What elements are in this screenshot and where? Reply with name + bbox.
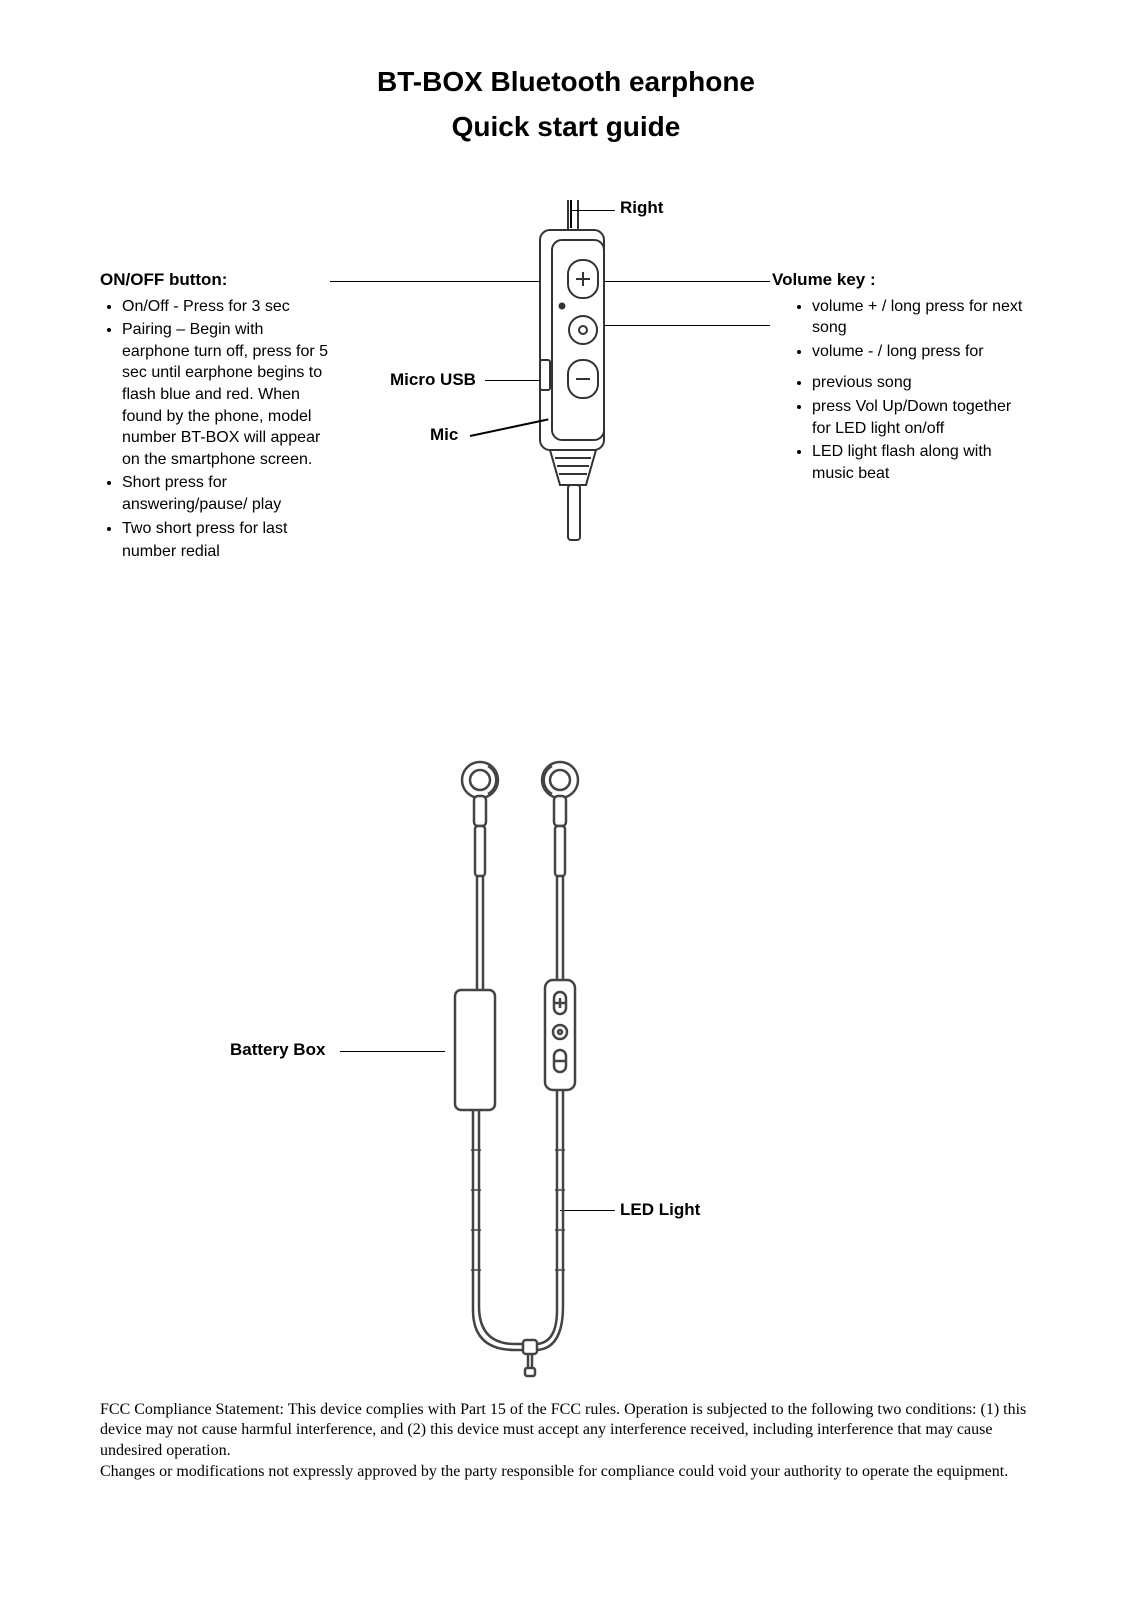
volume-item: press Vol Up/Down together for LED light… xyxy=(812,396,1032,439)
battery-box-label: Battery Box xyxy=(230,1040,325,1060)
volume-list: volume + / long press for next song volu… xyxy=(772,296,1032,485)
volume-heading: Volume key : xyxy=(772,270,1032,290)
earphone-icon xyxy=(360,750,780,1390)
title-line1: BT-BOX Bluetooth earphone xyxy=(100,60,1032,105)
remote-diagram: Right Micro USB Mic xyxy=(400,200,740,560)
volume-item: volume + / long press for next song xyxy=(812,296,1032,339)
earphone-section: Battery Box LED Light xyxy=(100,750,1032,1390)
title-block: BT-BOX Bluetooth earphone Quick start gu… xyxy=(100,60,1032,150)
mic-label: Mic xyxy=(430,425,458,445)
volume-item: LED light flash along with music beat xyxy=(812,441,1032,484)
onoff-item: Pairing – Begin with earphone turn off, … xyxy=(122,319,330,470)
right-label: Right xyxy=(620,198,663,218)
earphone-diagram xyxy=(360,750,780,1390)
callout-line xyxy=(570,210,615,212)
onoff-column: ON/OFF button: On/Off - Press for 3 sec … xyxy=(100,270,330,563)
onoff-heading: ON/OFF button: xyxy=(100,270,330,290)
onoff-item: On/Off - Press for 3 sec xyxy=(122,296,330,318)
onoff-trailing: number redial xyxy=(100,541,330,563)
callout-line xyxy=(485,380,540,382)
onoff-item: Short press for answering/pause/ play xyxy=(122,472,330,515)
onoff-item: Two short press for last xyxy=(122,518,330,540)
volume-item: previous song xyxy=(812,372,1032,394)
top-section: ON/OFF button: On/Off - Press for 3 sec … xyxy=(100,200,1032,740)
fcc-para1: FCC Compliance Statement: This device co… xyxy=(100,1400,1032,1462)
callout-line xyxy=(605,325,770,327)
onoff-list: On/Off - Press for 3 sec Pairing – Begin… xyxy=(100,296,330,540)
callout-line xyxy=(330,281,540,283)
micro-usb-label: Micro USB xyxy=(390,370,476,390)
fcc-para2: Changes or modifications not expressly a… xyxy=(100,1462,1032,1483)
callout-line xyxy=(570,200,572,228)
volume-item: volume - / long press for xyxy=(812,341,1032,363)
title-line2: Quick start guide xyxy=(100,105,1032,150)
volume-column: Volume key : volume + / long press for n… xyxy=(772,270,1032,487)
fcc-block: FCC Compliance Statement: This device co… xyxy=(100,1400,1032,1483)
callout-line xyxy=(605,281,770,283)
